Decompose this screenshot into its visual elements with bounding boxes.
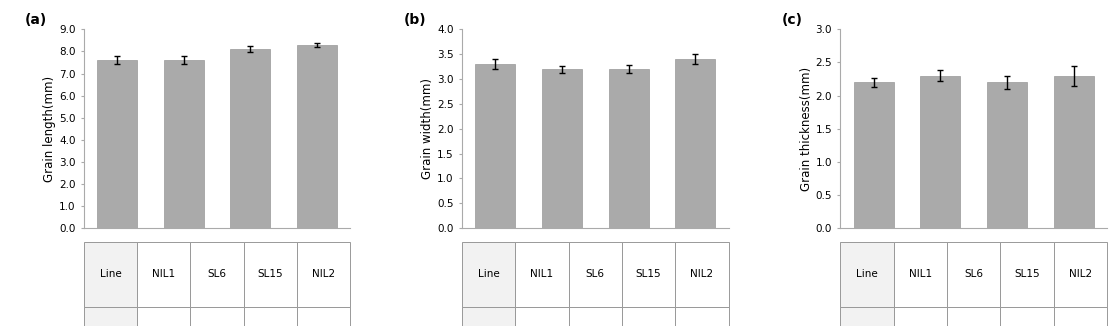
Bar (1053, 76, 1093, 228)
Y-axis label: Grain thickness(mm): Grain thickness(mm) (799, 67, 813, 191)
Y-axis label: Grain width(mm): Grain width(mm) (421, 78, 435, 179)
Bar (542, 69, 582, 228)
Text: (a): (a) (26, 13, 47, 27)
Text: (c): (c) (781, 13, 803, 27)
Bar (608, 69, 648, 228)
Y-axis label: Grain length(mm): Grain length(mm) (44, 76, 56, 182)
Bar (920, 76, 960, 228)
Bar (297, 45, 337, 228)
Bar (854, 82, 893, 228)
Bar (987, 82, 1027, 228)
Text: (b): (b) (404, 13, 426, 27)
Bar (163, 60, 203, 228)
Bar (97, 60, 138, 228)
Bar (475, 64, 515, 228)
Bar (675, 59, 716, 228)
Bar (230, 49, 271, 228)
